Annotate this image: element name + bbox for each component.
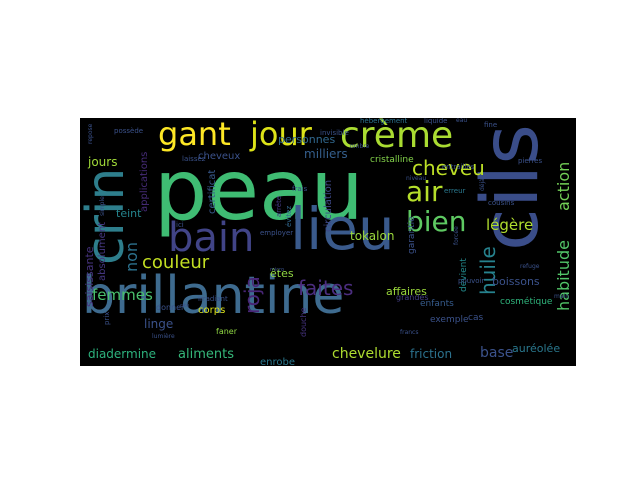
- word-arrete: arrête: [275, 195, 283, 217]
- word-donner: donner: [156, 303, 185, 312]
- word-possede: possède: [114, 127, 144, 135]
- word-saisissante: saisissante: [83, 246, 96, 307]
- word-francs: francs: [400, 329, 419, 336]
- word-micro: micro: [270, 267, 285, 273]
- word-ombre: ombre: [350, 143, 370, 150]
- word-base: base: [480, 345, 514, 361]
- word-repose: repose: [87, 123, 94, 144]
- word-femmes: femmes: [92, 286, 153, 304]
- word-jour: jour: [250, 118, 312, 153]
- word-pouvoir: pouvoir: [458, 277, 485, 285]
- word-habitude: habitude: [554, 240, 573, 311]
- word-forcee: forcée: [453, 226, 460, 245]
- word-ici: ici: [176, 221, 184, 229]
- word-erreur: erreur: [444, 187, 466, 195]
- word-chevelure: chevelure: [332, 346, 401, 362]
- word-main: main: [554, 293, 569, 300]
- word-gant: gant: [158, 118, 231, 153]
- word-irradiant: irradiant: [198, 295, 228, 303]
- word-circulation: circulation: [323, 179, 334, 232]
- word-couleur: couleur: [142, 252, 210, 273]
- word-devient: devient: [459, 258, 469, 292]
- word-faites: faites: [298, 276, 354, 300]
- word-aureolee: auréolée: [512, 342, 561, 355]
- word-applications: applications: [139, 151, 150, 212]
- word-lumiere: lumière: [152, 333, 175, 340]
- word-etes: êtes: [270, 267, 294, 280]
- word-enrobe: enrobe: [260, 357, 295, 367]
- word-certificat: certificat: [207, 169, 218, 214]
- word-teint: teint: [116, 207, 142, 220]
- word-pierres: pierres: [518, 157, 543, 165]
- word-hebergement: hébergement: [360, 118, 408, 125]
- word-air: air: [406, 175, 443, 208]
- word-enfants: enfants: [420, 299, 454, 309]
- word-simple: simple: [99, 196, 106, 216]
- word-eau: eau: [456, 118, 468, 124]
- word-cosmetique: cosmétique: [500, 297, 553, 307]
- word-cite: cité: [180, 303, 190, 309]
- word-aliments: aliments: [178, 347, 234, 362]
- word-cheveux: cheveux: [198, 151, 241, 162]
- word-bien: bien: [406, 205, 467, 238]
- word-corps: corps: [198, 305, 226, 316]
- word-invisible: invisible: [320, 129, 349, 137]
- word-garantie: garantie: [407, 216, 417, 254]
- word-exemple: exemple: [430, 315, 469, 325]
- word-cheveu: cheveu: [412, 156, 485, 180]
- word-roja: roja: [240, 276, 264, 314]
- word-prix: prix: [103, 311, 111, 325]
- word-cas: cas: [468, 313, 484, 323]
- word-liquide: liquide: [424, 118, 448, 125]
- word-diadermine: diadermine: [88, 347, 157, 361]
- word-legere: légère: [486, 216, 534, 234]
- word-milliers: milliers: [304, 147, 348, 161]
- word-friction: friction: [410, 347, 453, 361]
- word-brillantine: brillantine: [82, 266, 345, 326]
- word-absolument: absolument: [97, 221, 108, 281]
- word-frais: frais: [292, 185, 308, 193]
- word-cousins: cousins: [488, 199, 515, 207]
- word-peau: peau: [154, 141, 364, 239]
- word-faner: faner: [216, 327, 237, 336]
- word-niveau: niveau: [406, 175, 427, 182]
- word-tokalon: tokalon: [350, 229, 395, 243]
- word-lieu: lieu: [290, 195, 395, 263]
- word-fine: fine: [484, 121, 498, 129]
- word-entrailles: entrailles: [442, 163, 475, 171]
- word-personnes: personnes: [278, 133, 336, 146]
- word-employer: employer: [260, 229, 294, 237]
- word-refuge: refuge: [520, 263, 540, 270]
- word-cloud: peau brillantine cils lieu crin bain crè…: [80, 118, 576, 366]
- word-boissons: boissons: [492, 275, 540, 288]
- word-douche: douche: [299, 307, 308, 337]
- word-laissez: laissez: [182, 155, 206, 163]
- word-jours: jours: [88, 155, 118, 169]
- word-evitez: évitez: [285, 205, 293, 227]
- word-cristalline: cristalline: [370, 155, 414, 165]
- word-creme: crème: [340, 118, 454, 156]
- word-non: non: [122, 241, 141, 272]
- word-bain: bain: [168, 215, 255, 261]
- word-grandes: grandes: [396, 293, 429, 302]
- word-deja: déjà: [479, 178, 486, 191]
- word-linge: linge: [144, 317, 174, 331]
- word-affaires: affaires: [386, 285, 427, 298]
- word-action: action: [554, 161, 573, 211]
